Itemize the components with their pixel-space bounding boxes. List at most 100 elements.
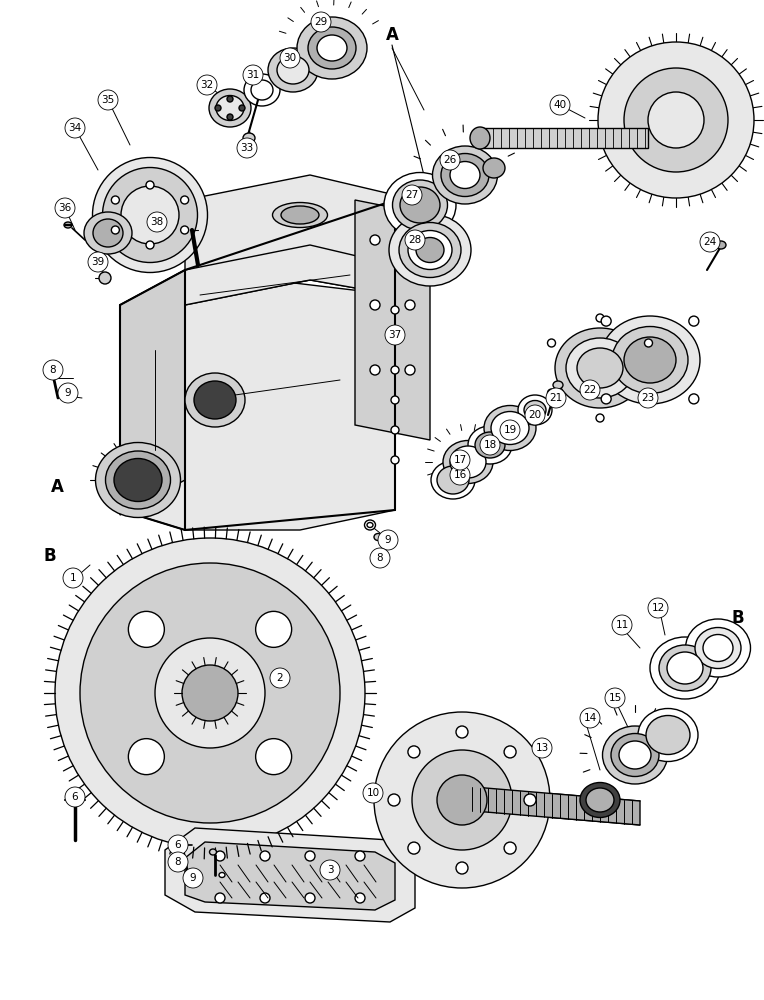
Polygon shape: [165, 828, 415, 922]
Text: 39: 39: [92, 257, 105, 267]
Ellipse shape: [64, 222, 72, 228]
Circle shape: [450, 450, 470, 470]
Ellipse shape: [695, 628, 741, 668]
Text: 27: 27: [406, 190, 419, 200]
Text: 36: 36: [58, 203, 72, 213]
Ellipse shape: [603, 726, 668, 784]
Ellipse shape: [638, 708, 698, 762]
Ellipse shape: [577, 348, 623, 388]
Text: 20: 20: [529, 410, 542, 420]
Ellipse shape: [566, 338, 634, 398]
Ellipse shape: [612, 326, 688, 393]
Circle shape: [256, 611, 292, 647]
Circle shape: [182, 665, 238, 721]
Circle shape: [598, 42, 754, 198]
Text: 8: 8: [377, 553, 384, 563]
Ellipse shape: [384, 172, 456, 237]
Ellipse shape: [268, 48, 318, 92]
Circle shape: [180, 226, 189, 234]
Circle shape: [260, 851, 270, 861]
Ellipse shape: [297, 17, 367, 79]
Circle shape: [405, 230, 425, 250]
Ellipse shape: [491, 412, 529, 444]
Ellipse shape: [518, 395, 552, 425]
Text: 16: 16: [453, 470, 467, 480]
Circle shape: [55, 538, 365, 848]
Circle shape: [168, 835, 188, 855]
Ellipse shape: [524, 400, 546, 420]
Ellipse shape: [416, 237, 444, 262]
Ellipse shape: [63, 391, 73, 401]
Ellipse shape: [185, 373, 245, 427]
Circle shape: [605, 688, 625, 708]
Circle shape: [215, 893, 225, 903]
Circle shape: [55, 198, 75, 218]
Ellipse shape: [84, 212, 132, 254]
Circle shape: [243, 65, 263, 85]
Circle shape: [260, 893, 270, 903]
Ellipse shape: [251, 80, 273, 100]
Polygon shape: [185, 842, 395, 910]
Circle shape: [548, 389, 555, 397]
Circle shape: [601, 394, 611, 404]
Ellipse shape: [475, 432, 505, 458]
Circle shape: [408, 842, 420, 854]
Text: 33: 33: [241, 143, 254, 153]
Ellipse shape: [244, 74, 280, 106]
Ellipse shape: [364, 520, 375, 530]
Circle shape: [270, 668, 290, 688]
Text: 38: 38: [151, 217, 163, 227]
Circle shape: [391, 336, 399, 344]
Circle shape: [391, 366, 399, 374]
Circle shape: [65, 787, 85, 807]
Text: 34: 34: [68, 123, 82, 133]
Ellipse shape: [194, 381, 236, 419]
Circle shape: [645, 389, 652, 397]
Text: 29: 29: [314, 17, 328, 27]
Circle shape: [596, 414, 604, 422]
Circle shape: [363, 783, 383, 803]
Circle shape: [638, 388, 658, 408]
Circle shape: [215, 851, 225, 861]
Text: 9: 9: [65, 388, 71, 398]
Ellipse shape: [367, 522, 373, 528]
Circle shape: [405, 300, 415, 310]
Circle shape: [504, 842, 516, 854]
Circle shape: [355, 851, 365, 861]
Text: 10: 10: [367, 788, 380, 798]
Circle shape: [98, 90, 118, 110]
Circle shape: [146, 241, 154, 249]
Circle shape: [147, 212, 167, 232]
Circle shape: [112, 196, 119, 204]
Ellipse shape: [47, 368, 55, 375]
Ellipse shape: [703, 635, 733, 662]
Text: 6: 6: [175, 840, 181, 850]
Ellipse shape: [580, 782, 620, 818]
Circle shape: [550, 95, 570, 115]
Ellipse shape: [389, 214, 471, 286]
Circle shape: [500, 420, 520, 440]
Ellipse shape: [431, 461, 475, 499]
Polygon shape: [480, 128, 648, 148]
Circle shape: [370, 548, 390, 568]
Ellipse shape: [646, 716, 690, 754]
Circle shape: [456, 726, 468, 738]
Circle shape: [155, 638, 265, 748]
Circle shape: [168, 852, 188, 872]
Circle shape: [43, 360, 63, 380]
Circle shape: [700, 232, 720, 252]
Ellipse shape: [586, 788, 614, 812]
Ellipse shape: [277, 56, 309, 84]
Circle shape: [391, 426, 399, 434]
Text: B: B: [44, 547, 57, 565]
Circle shape: [648, 598, 668, 618]
Circle shape: [525, 405, 545, 425]
Text: 1: 1: [70, 573, 76, 583]
Circle shape: [437, 775, 487, 825]
Text: 18: 18: [484, 440, 497, 450]
Circle shape: [112, 226, 119, 234]
Text: 19: 19: [503, 425, 516, 435]
Ellipse shape: [400, 187, 440, 223]
Text: 9: 9: [189, 873, 196, 883]
Circle shape: [237, 138, 257, 158]
